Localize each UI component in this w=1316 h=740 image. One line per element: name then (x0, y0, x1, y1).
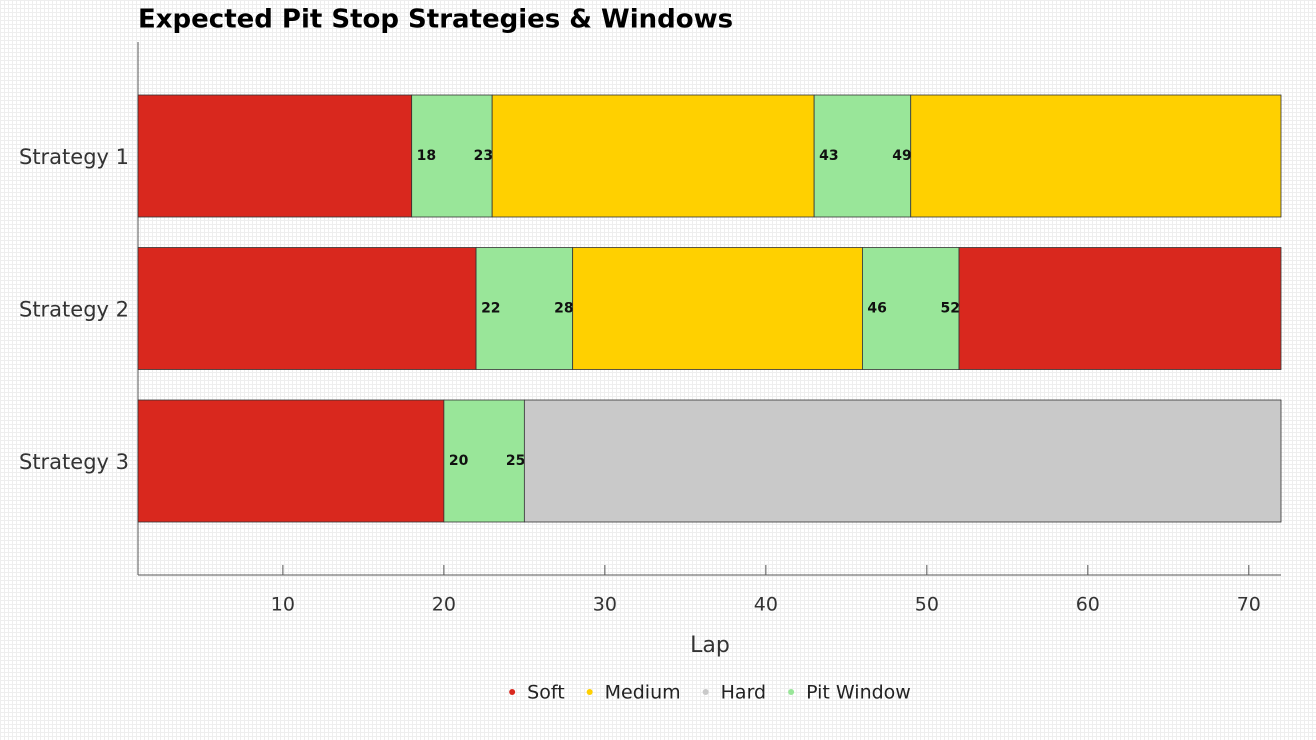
bar-segment (523, 399, 1282, 523)
bar-segment (491, 94, 815, 218)
window-start-label: 20 (449, 453, 469, 469)
x-tick-label: 40 (754, 594, 778, 616)
legend-label: Pit Window (806, 682, 911, 704)
bar-segment (958, 247, 1282, 370)
window-end-label: 49 (892, 148, 911, 164)
legend-marker (702, 689, 709, 695)
bar-segment (137, 399, 445, 523)
window-end-label: 23 (474, 148, 493, 164)
x-tick-label: 20 (432, 594, 456, 616)
x-tick-label: 50 (915, 594, 939, 616)
window-start-label: 46 (867, 301, 886, 317)
window-start-label: 22 (481, 301, 500, 317)
x-tick-label: 30 (593, 594, 617, 616)
x-tick-label: 60 (1076, 594, 1100, 616)
legend: Soft Medium Hard Pit Window (509, 682, 911, 704)
window-start-label: 18 (417, 148, 436, 164)
bar-segment (475, 247, 574, 370)
y-tick-label: Strategy 1 (19, 145, 129, 169)
x-tick-label: 70 (1237, 594, 1261, 616)
bar-segment (910, 94, 1282, 218)
bar-segment (813, 94, 912, 218)
legend-label: Hard (721, 682, 766, 704)
legend-label: Soft (527, 682, 565, 704)
legend-marker (586, 689, 593, 695)
window-start-label: 43 (819, 148, 838, 164)
y-tick-label: Strategy 3 (19, 450, 129, 474)
bar-segment (137, 247, 477, 370)
window-end-label: 28 (554, 301, 573, 317)
legend-label: Medium (605, 682, 681, 704)
bar-segment (862, 247, 960, 370)
chart-title: Expected Pit Stop Strategies & Windows (138, 5, 733, 35)
legend-marker (509, 689, 516, 695)
bar-segment (572, 247, 863, 370)
bar-segment (443, 399, 525, 523)
window-end-label: 52 (941, 301, 960, 317)
y-tick-label: Strategy 2 (19, 298, 129, 322)
x-axis-label: Lap (690, 633, 730, 658)
x-tick-label: 10 (271, 594, 295, 616)
legend-marker (788, 689, 795, 695)
bar-segment (137, 94, 413, 218)
window-end-label: 25 (506, 453, 525, 469)
